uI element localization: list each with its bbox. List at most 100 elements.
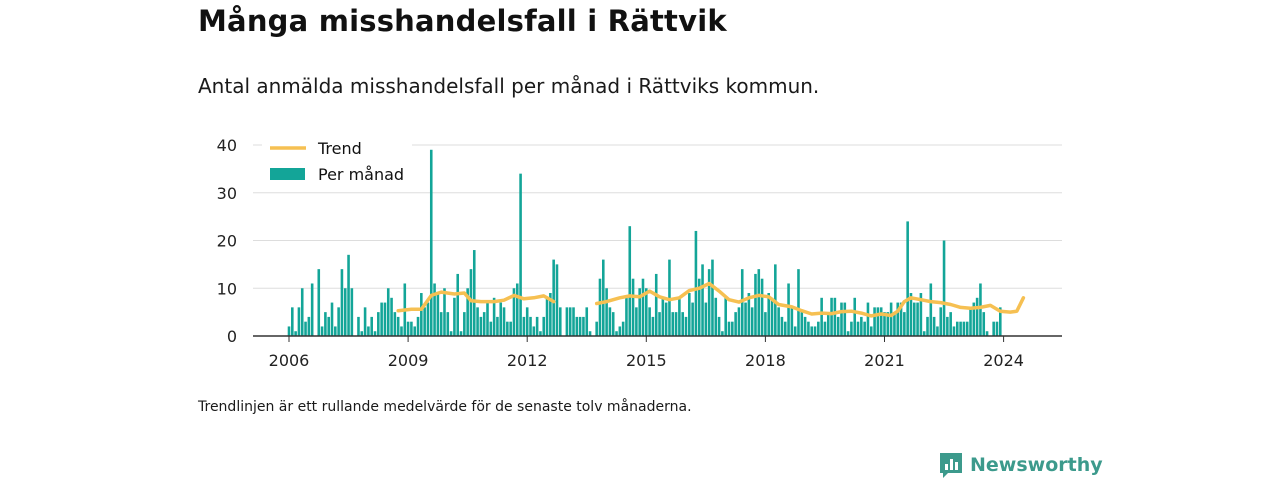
bar bbox=[310, 283, 314, 336]
bar bbox=[955, 321, 959, 336]
bar bbox=[602, 259, 605, 336]
bar bbox=[783, 321, 787, 336]
bar bbox=[396, 316, 400, 336]
bar bbox=[681, 312, 684, 336]
legend-bar-label: Per månad bbox=[318, 165, 404, 184]
bar bbox=[906, 221, 909, 336]
bar bbox=[843, 302, 847, 336]
bar bbox=[512, 288, 516, 336]
bar bbox=[429, 149, 433, 336]
bar bbox=[327, 316, 330, 336]
bar bbox=[515, 283, 519, 336]
bar bbox=[658, 312, 661, 336]
bar bbox=[942, 240, 946, 336]
x-tick-label: 2012 bbox=[507, 351, 548, 370]
y-tick-label: 10 bbox=[217, 279, 237, 298]
bar bbox=[909, 293, 913, 336]
bar bbox=[863, 321, 866, 336]
bar bbox=[764, 312, 767, 336]
bar bbox=[552, 259, 555, 336]
bar bbox=[459, 331, 463, 336]
x-tick-label: 2021 bbox=[864, 351, 905, 370]
bar bbox=[502, 307, 506, 336]
bar bbox=[506, 321, 509, 336]
bar bbox=[611, 312, 615, 336]
bar bbox=[674, 312, 678, 336]
bar bbox=[525, 307, 529, 336]
bar bbox=[334, 326, 337, 336]
bar bbox=[453, 297, 456, 336]
bar bbox=[886, 312, 890, 336]
y-tick-label: 40 bbox=[217, 136, 237, 155]
bar bbox=[294, 331, 297, 336]
bar bbox=[317, 269, 321, 336]
bar bbox=[377, 312, 380, 336]
bar bbox=[883, 312, 886, 336]
bar bbox=[727, 321, 731, 336]
bar bbox=[360, 331, 364, 336]
trend-line bbox=[396, 290, 556, 313]
bar bbox=[439, 312, 443, 336]
bar bbox=[436, 293, 440, 336]
bar bbox=[694, 230, 698, 336]
bar bbox=[840, 302, 843, 336]
bar bbox=[853, 297, 857, 336]
bar bbox=[807, 321, 810, 336]
bar bbox=[979, 283, 982, 336]
x-tick-label: 2024 bbox=[983, 351, 1024, 370]
bar bbox=[572, 307, 575, 336]
x-tick-label: 2018 bbox=[745, 351, 786, 370]
bar bbox=[899, 302, 903, 336]
bar bbox=[800, 312, 804, 336]
bar bbox=[287, 326, 291, 336]
bar bbox=[380, 302, 383, 336]
bar bbox=[754, 273, 757, 336]
bar bbox=[555, 264, 559, 336]
bar bbox=[469, 269, 473, 336]
legend-bar-swatch bbox=[270, 168, 305, 180]
bar bbox=[826, 312, 830, 336]
bar bbox=[810, 326, 814, 336]
bar bbox=[740, 269, 744, 336]
bar bbox=[879, 307, 883, 336]
bar bbox=[300, 288, 304, 336]
bar bbox=[975, 297, 979, 336]
bar bbox=[539, 331, 542, 336]
bar bbox=[648, 307, 651, 336]
bar bbox=[496, 316, 499, 336]
bar bbox=[873, 307, 876, 336]
bar bbox=[866, 302, 870, 336]
bar bbox=[817, 321, 820, 336]
bar bbox=[532, 326, 536, 336]
brand-logo: Newsworthy bbox=[938, 450, 1103, 480]
bar bbox=[350, 288, 354, 336]
bar bbox=[304, 321, 307, 336]
bar bbox=[651, 316, 655, 336]
bar bbox=[549, 293, 552, 336]
bar bbox=[535, 316, 539, 336]
bar bbox=[463, 312, 466, 336]
bar bbox=[701, 264, 704, 336]
bar bbox=[876, 307, 880, 336]
legend: Trend Per månad bbox=[262, 132, 412, 188]
bar bbox=[628, 226, 632, 336]
y-tick-label: 30 bbox=[217, 184, 237, 203]
bar bbox=[869, 326, 873, 336]
bar bbox=[542, 316, 546, 336]
bar bbox=[320, 326, 324, 336]
bar bbox=[691, 302, 694, 336]
bar bbox=[777, 307, 780, 336]
bar bbox=[919, 293, 923, 336]
bar bbox=[413, 326, 417, 336]
bar bbox=[697, 278, 701, 336]
bar bbox=[747, 293, 751, 336]
bar bbox=[337, 307, 340, 336]
bar bbox=[499, 302, 503, 336]
footnote: Trendlinjen är ett rullande medelvärde f… bbox=[198, 399, 692, 415]
bar bbox=[787, 283, 790, 336]
bar bbox=[972, 302, 976, 336]
bar bbox=[446, 312, 450, 336]
bar bbox=[717, 316, 721, 336]
bar bbox=[770, 297, 774, 336]
bar bbox=[443, 288, 446, 336]
